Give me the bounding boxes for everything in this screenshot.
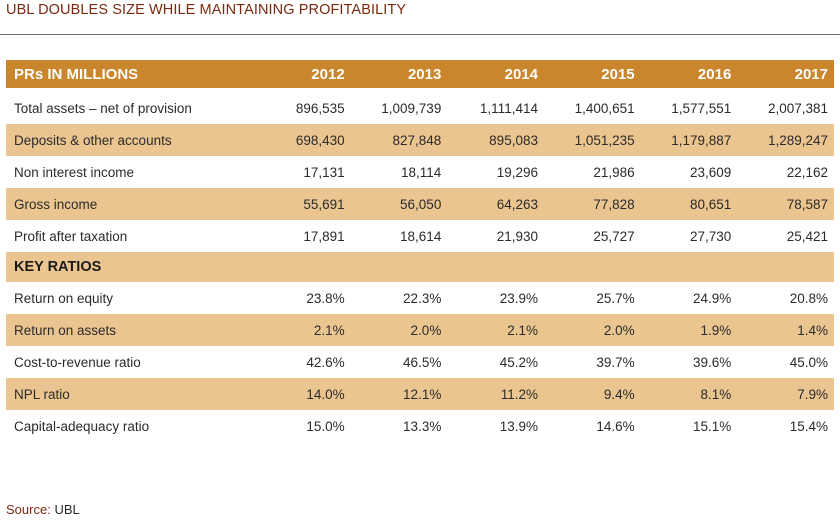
cell-value: 1,111,414 bbox=[479, 100, 538, 116]
cell-value: 1,051,235 bbox=[543, 124, 641, 156]
cell-value: 15.0% bbox=[306, 418, 345, 434]
year-header: 2012 bbox=[254, 60, 351, 88]
table-row: Profit after taxation 17,891 18,614 21,9… bbox=[6, 220, 834, 252]
cell-value: 9.4% bbox=[543, 378, 641, 410]
row-label: Gross income bbox=[6, 188, 255, 220]
source-value: UBL bbox=[54, 502, 80, 517]
table-row: Deposits & other accounts 698,430 827,84… bbox=[6, 124, 834, 156]
cell-value: 1,577,551 bbox=[671, 100, 732, 116]
cell-value: 18,114 bbox=[401, 164, 442, 180]
cell-value: 18,614 bbox=[400, 228, 442, 244]
cell-value: 55,691 bbox=[254, 188, 351, 220]
table-row: Return on assets 2.1% 2.0% 2.1% 2.0% 1.9… bbox=[6, 314, 834, 346]
cell-value: 25,421 bbox=[786, 228, 828, 244]
cell-value: 25.7% bbox=[596, 290, 635, 306]
cell-value: 1,009,739 bbox=[381, 100, 442, 116]
cell-value: 13.3% bbox=[403, 418, 442, 434]
cell-value: 17,891 bbox=[303, 228, 345, 244]
row-label: NPL ratio bbox=[6, 378, 255, 410]
section-header-row: KEY RATIOS bbox=[6, 252, 834, 282]
cell-value: 46.5% bbox=[403, 354, 442, 370]
cell-value: 80,651 bbox=[640, 188, 738, 220]
cell-value: 22.3% bbox=[403, 290, 442, 306]
cell-value: 25,727 bbox=[593, 228, 635, 244]
page-title: UBL DOUBLES SIZE WHILE MAINTAINING PROFI… bbox=[6, 2, 407, 18]
year-header: 2017 bbox=[737, 60, 834, 88]
cell-value: 64,263 bbox=[447, 188, 544, 220]
cell-value: 895,083 bbox=[447, 124, 544, 156]
table-row: Return on equity 23.8% 22.3% 23.9% 25.7%… bbox=[6, 282, 834, 314]
table-row: NPL ratio 14.0% 12.1% 11.2% 9.4% 8.1% 7.… bbox=[6, 378, 834, 410]
year-header: 2014 bbox=[447, 60, 544, 88]
cell-value: 78,587 bbox=[737, 188, 834, 220]
cell-value: 14.0% bbox=[254, 378, 351, 410]
cell-value: 21,986 bbox=[593, 164, 635, 180]
section-label: KEY RATIOS bbox=[6, 252, 834, 282]
cell-value: 77,828 bbox=[543, 188, 641, 220]
cell-value: 23.8% bbox=[306, 290, 345, 306]
title-divider bbox=[0, 34, 840, 35]
cell-value: 1.9% bbox=[640, 314, 738, 346]
row-label: Profit after taxation bbox=[14, 228, 128, 244]
cell-value: 827,848 bbox=[350, 124, 448, 156]
cell-value: 19,296 bbox=[496, 164, 538, 180]
cell-value: 698,430 bbox=[254, 124, 351, 156]
cell-value: 14.6% bbox=[596, 418, 635, 434]
cell-value: 11.2% bbox=[447, 378, 544, 410]
table-row: Cost-to-revenue ratio 42.6% 46.5% 45.2% … bbox=[6, 346, 834, 378]
cell-value: 23.9% bbox=[499, 290, 538, 306]
table-row: Gross income 55,691 56,050 64,263 77,828… bbox=[6, 188, 834, 220]
cell-value: 1,400,651 bbox=[574, 100, 635, 116]
year-header: 2015 bbox=[543, 60, 641, 88]
year-header: 2016 bbox=[640, 60, 738, 88]
cell-value: 56,050 bbox=[350, 188, 448, 220]
cell-value: 7.9% bbox=[737, 378, 834, 410]
cell-value: 8.1% bbox=[640, 378, 738, 410]
cell-value: 1,179,887 bbox=[640, 124, 738, 156]
cell-value: 24.9% bbox=[693, 290, 732, 306]
cell-value: 2.1% bbox=[447, 314, 544, 346]
row-label: Cost-to-revenue ratio bbox=[14, 354, 141, 370]
cell-value: 2.0% bbox=[350, 314, 448, 346]
table-header-row: PRs IN MILLIONS 2012 2013 2014 2015 2016… bbox=[6, 60, 834, 88]
cell-value: 12.1% bbox=[350, 378, 448, 410]
table-row: Non interest income 17,131 18,114 19,296… bbox=[6, 156, 834, 188]
cell-value: 2,007,381 bbox=[767, 100, 828, 116]
cell-value: 27,730 bbox=[690, 228, 732, 244]
cell-value: 42.6% bbox=[306, 354, 345, 370]
source-note: Source: UBL bbox=[6, 502, 80, 517]
cell-value: 39.7% bbox=[596, 354, 635, 370]
cell-value: 1.4% bbox=[737, 314, 834, 346]
cell-value: 17,131 bbox=[303, 164, 345, 180]
cell-value: 15.4% bbox=[789, 418, 828, 434]
cell-value: 20.8% bbox=[789, 290, 828, 306]
cell-value: 2.1% bbox=[254, 314, 351, 346]
cell-value: 2.0% bbox=[543, 314, 641, 346]
cell-value: 21,930 bbox=[496, 228, 538, 244]
source-prefix: Source: bbox=[6, 502, 51, 517]
header-label: PRs IN MILLIONS bbox=[6, 60, 255, 88]
cell-value: 22,162 bbox=[786, 164, 828, 180]
cell-value: 23,609 bbox=[690, 164, 732, 180]
table-row: Capital-adequacy ratio 15.0% 13.3% 13.9%… bbox=[6, 410, 834, 442]
row-label: Non interest income bbox=[14, 164, 135, 180]
row-label: Capital-adequacy ratio bbox=[14, 418, 150, 434]
financial-table: PRs IN MILLIONS 2012 2013 2014 2015 2016… bbox=[6, 60, 834, 442]
table-row: Total assets – net of provision 896,535 … bbox=[6, 92, 834, 124]
year-header: 2013 bbox=[350, 60, 448, 88]
cell-value: 15.1% bbox=[693, 418, 732, 434]
cell-value: 13.9% bbox=[499, 418, 538, 434]
row-label: Deposits & other accounts bbox=[6, 124, 255, 156]
cell-value: 39.6% bbox=[693, 354, 732, 370]
cell-value: 1,289,247 bbox=[737, 124, 834, 156]
cell-value: 896,535 bbox=[295, 100, 345, 116]
row-label: Return on equity bbox=[14, 290, 114, 306]
row-label: Return on assets bbox=[6, 314, 255, 346]
cell-value: 45.0% bbox=[789, 354, 828, 370]
cell-value: 45.2% bbox=[499, 354, 538, 370]
row-label: Total assets – net of provision bbox=[14, 100, 192, 116]
